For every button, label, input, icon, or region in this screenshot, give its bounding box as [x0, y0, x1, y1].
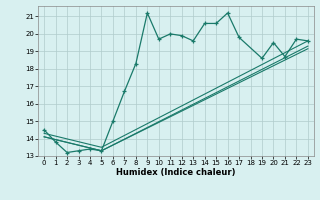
X-axis label: Humidex (Indice chaleur): Humidex (Indice chaleur) — [116, 168, 236, 177]
